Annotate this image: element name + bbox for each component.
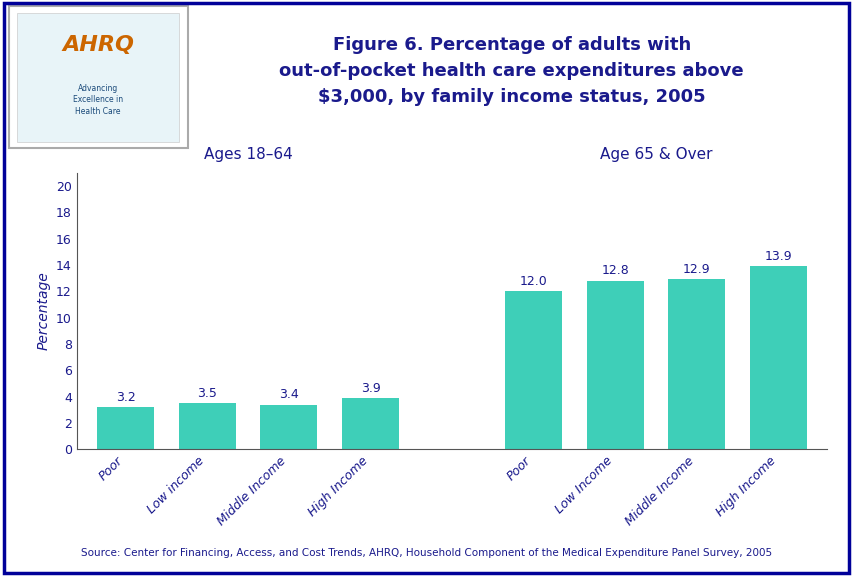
Text: 13.9: 13.9 [763,250,792,263]
Bar [586,281,643,449]
Text: 12.8: 12.8 [601,264,629,278]
Text: Age 65 & Over: Age 65 & Over [599,147,711,162]
Text: 3.5: 3.5 [197,387,217,400]
Bar [667,279,724,449]
Text: 12.9: 12.9 [682,263,710,276]
Text: Advancing
Excellence in
Health Care: Advancing Excellence in Health Care [73,85,123,116]
Text: AHRQ: AHRQ [62,35,134,55]
Bar [179,403,236,449]
Text: Ages 18–64: Ages 18–64 [204,147,292,162]
Text: 3.9: 3.9 [360,382,380,395]
Y-axis label: Percentage: Percentage [37,272,50,350]
Bar [749,266,806,449]
Bar [17,13,179,142]
Text: 3.4: 3.4 [279,388,298,401]
Bar [9,6,187,149]
Text: Figure 6. Percentage of adults with
out-of-pocket health care expenditures above: Figure 6. Percentage of adults with out-… [279,36,743,107]
Text: 3.2: 3.2 [116,391,135,404]
Text: 12.0: 12.0 [519,275,547,288]
Bar [342,398,399,449]
Bar [504,291,561,449]
Text: Source: Center for Financing, Access, and Cost Trends, AHRQ, Household Component: Source: Center for Financing, Access, an… [81,548,771,558]
Bar [260,404,317,449]
Bar [97,407,154,449]
